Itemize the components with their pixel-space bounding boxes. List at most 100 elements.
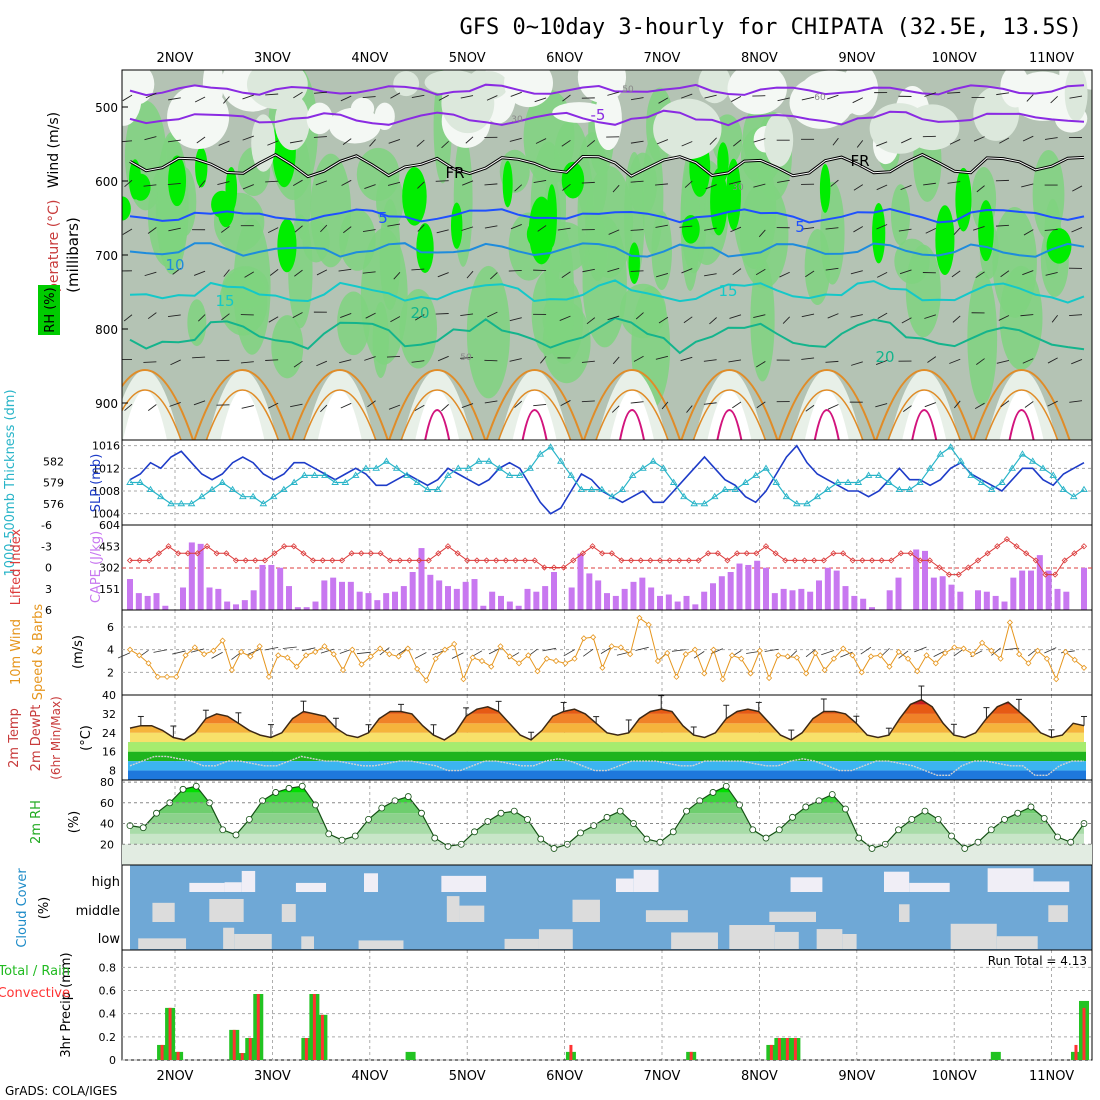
rh-contour-label: 50	[460, 353, 472, 363]
wind-speed-marker	[506, 653, 513, 660]
wind-barb	[756, 401, 766, 409]
surface-wind-barb	[710, 648, 723, 655]
cape-bar	[233, 604, 239, 610]
thickness-marker	[823, 485, 832, 493]
cape-bar	[630, 581, 637, 610]
rh-dry-dome-core	[512, 390, 557, 440]
li-marker	[473, 557, 480, 564]
rh-shade-dry	[594, 88, 622, 151]
rh-marker	[418, 809, 425, 817]
cloud-block	[996, 936, 1038, 949]
wind-barb	[586, 140, 596, 148]
wind-barb	[147, 227, 157, 234]
wind-barb	[655, 183, 668, 186]
wind-speed-marker	[534, 668, 541, 675]
li-marker	[714, 550, 721, 557]
wind-speed-marker	[904, 655, 912, 662]
thickness-marker	[905, 485, 914, 493]
surface-wind-barb	[117, 652, 131, 659]
cloud-block	[209, 898, 244, 922]
temp-contour-warm	[583, 369, 681, 440]
temp-contour-warm	[485, 369, 584, 440]
wind-speed-marker	[163, 673, 171, 680]
wind-barb	[557, 227, 571, 231]
wind-barb	[561, 271, 571, 278]
temp-contour-warm	[790, 389, 864, 440]
cloud-block	[572, 899, 600, 922]
wind-barb	[680, 356, 693, 362]
cape-bar	[383, 593, 390, 610]
wind-barb	[661, 401, 669, 410]
wind-barb	[779, 271, 790, 278]
wind-barb	[192, 356, 206, 359]
cape-bar	[595, 580, 602, 610]
li-marker	[387, 557, 394, 564]
temp-contour	[129, 207, 1085, 224]
wind-speed-marker	[821, 667, 828, 674]
wind-speed-marker	[460, 676, 467, 683]
thickness-marker	[731, 485, 740, 493]
li-marker	[310, 557, 317, 564]
wind-barb	[292, 179, 303, 187]
cape-bar	[886, 590, 893, 610]
wind-barb	[122, 228, 133, 235]
wind-barb	[487, 311, 498, 318]
wind-barb	[486, 95, 498, 101]
cloud-block	[899, 904, 910, 922]
wind-speed-marker	[784, 653, 791, 660]
wind-barb	[123, 314, 133, 322]
wind-barb	[655, 355, 669, 360]
li-marker	[271, 550, 278, 557]
thickness-marker	[269, 492, 278, 500]
wind-barb	[417, 181, 425, 189]
wind-barb	[168, 97, 181, 101]
cloud-block	[950, 923, 997, 949]
wind-barb	[533, 180, 547, 184]
li-marker	[502, 557, 509, 564]
wind-barb	[853, 226, 863, 233]
li-marker	[175, 550, 182, 557]
rh-shade	[399, 288, 438, 369]
rh-marker	[855, 834, 863, 842]
li-marker	[146, 557, 153, 564]
li-marker	[232, 557, 240, 564]
wind-barb	[218, 140, 230, 146]
li-marker	[791, 557, 798, 564]
temp-contour-warm	[122, 389, 182, 440]
wind-barb	[561, 140, 571, 147]
li-marker	[647, 557, 654, 564]
rh-contour-label: 30	[732, 183, 744, 193]
wind-barb	[709, 137, 717, 145]
temperature-band	[130, 732, 1084, 743]
cloud-block	[358, 940, 404, 949]
li-marker	[281, 543, 288, 550]
rh-marker	[616, 807, 624, 815]
cape-bar	[939, 576, 946, 610]
li-marker	[155, 550, 162, 557]
wind-speed-marker	[654, 657, 662, 665]
thickness-marker	[331, 478, 339, 485]
wind-speed-marker	[219, 637, 226, 644]
wind-barb	[902, 405, 912, 413]
temp-contour-warm	[193, 369, 292, 440]
wind-barb	[731, 95, 742, 102]
surface-wind-barb	[414, 652, 427, 659]
temp-contour-warm	[875, 369, 974, 440]
surface-wind-barb	[764, 648, 779, 652]
minmax-axis-label: (6hr Min/Max)	[49, 696, 63, 780]
wind-barb	[265, 93, 279, 96]
rh-marker	[325, 830, 333, 838]
cloud-block	[301, 936, 314, 949]
wind-speed-marker	[691, 646, 699, 653]
wind-barb	[441, 404, 449, 412]
wind-barb	[875, 359, 888, 365]
li-marker	[252, 557, 259, 564]
wind-barb	[733, 139, 742, 147]
thickness-marker	[628, 471, 637, 478]
wind-barb	[292, 312, 303, 319]
wind-speed-marker	[497, 643, 504, 650]
wind-speed-marker	[386, 651, 393, 658]
thickness-marker	[844, 478, 852, 485]
li-marker	[1080, 543, 1088, 550]
precip-convective-bar	[168, 1007, 172, 1060]
